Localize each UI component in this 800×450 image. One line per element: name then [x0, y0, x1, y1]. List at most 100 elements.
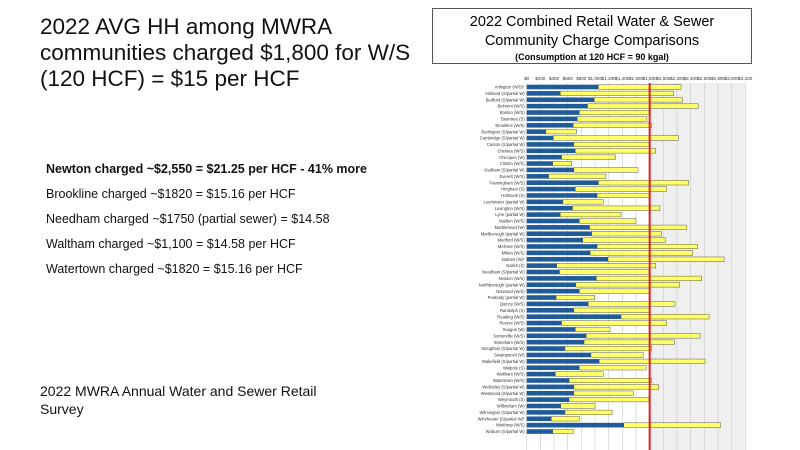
category-label: Hingham (S) — [501, 187, 525, 192]
x-tick-label: $600 — [563, 76, 574, 81]
category-label: Waltham (W/S) — [496, 372, 525, 377]
bar-segment-first — [526, 346, 565, 351]
category-label: Wilbraham (W) — [497, 404, 526, 409]
bar-segment-first — [526, 250, 591, 256]
bar-segment-first — [526, 288, 580, 294]
bar-segment-second — [579, 218, 637, 224]
bar-segment-first — [526, 205, 573, 211]
category-label: Melrose (W/S) — [498, 244, 525, 249]
bar-segment-second — [573, 384, 659, 390]
bar-segment-first — [526, 263, 557, 268]
bar-segment-second — [596, 192, 650, 198]
bar-segment-first — [526, 97, 595, 103]
x-tick-label: $800 — [576, 76, 587, 81]
category-label: Medford (W/S) — [497, 238, 525, 243]
category-label: Nahant (W)* — [502, 257, 525, 262]
x-tick-label: $3,200 — [738, 76, 752, 81]
x-tick-label: $1,000 — [588, 76, 602, 81]
category-label: Westwood (S/partial W) — [481, 391, 526, 396]
bar-segment-second — [552, 161, 572, 167]
bar-segment-second — [579, 288, 651, 294]
slide-title: 2022 AVG HH among MWRA communities charg… — [40, 14, 411, 91]
bar-segment-second — [598, 180, 689, 186]
bar-segment-second — [568, 397, 650, 403]
category-label: Marblehead (W) — [495, 225, 526, 230]
category-label: Weymouth (S) — [498, 397, 525, 402]
bar-segment-first — [526, 148, 576, 154]
category-label: Randolph (S) — [500, 308, 525, 313]
category-label: Somerville (W/S) — [493, 333, 525, 338]
bar-segment-second — [589, 224, 687, 230]
category-label: Canton (S/partial W) — [487, 142, 526, 147]
bar-segment-second — [559, 212, 622, 218]
bar-segment-first — [526, 193, 598, 198]
category-label: Stoneham (W/S) — [494, 340, 526, 345]
bar-segment-first — [526, 371, 556, 377]
bar-segment-second — [577, 116, 648, 122]
bar-segment-first — [526, 237, 583, 243]
bar-segment-second — [607, 256, 725, 262]
category-label: Framingham (W/S) — [489, 180, 525, 185]
bar-segment-first — [526, 116, 578, 122]
bar-segment-second — [575, 148, 657, 154]
category-label: Lynn (partial W) — [495, 212, 525, 217]
bar-segment-second — [575, 326, 611, 332]
bar-segment-second — [598, 84, 682, 90]
bar-segment-first — [526, 390, 574, 396]
bar-segment-second — [555, 295, 595, 301]
x-tick-label: $0 — [524, 76, 530, 81]
category-label: Chicopee (W) — [499, 155, 525, 160]
category-label: Brookline (W/S) — [495, 123, 525, 128]
category-label: Leominster (partial W) — [483, 199, 525, 204]
bar-segment-first — [526, 410, 565, 415]
bar-segment-second — [587, 103, 699, 109]
bar-segment-first — [526, 174, 549, 179]
bar-segment-second — [579, 365, 647, 371]
bar-segment-first — [526, 397, 570, 402]
category-label: Peabody (partial W) — [488, 295, 526, 300]
category-label: Needham (S/partial W) — [482, 270, 525, 275]
bar-segment-second — [572, 122, 652, 128]
bar-segment-first — [526, 103, 588, 109]
bar-segment-second — [545, 129, 577, 135]
bullet-waltham: Waltham charged ~$1,100 = $14.58 per HCF — [46, 237, 296, 251]
bar-segment-first — [526, 276, 597, 281]
category-label: Swampscott (W) — [494, 353, 525, 358]
category-label: Norwood (W/S) — [496, 289, 525, 294]
bar-segment-second — [564, 346, 652, 352]
bar-segment-second — [551, 416, 580, 422]
bar-segment-second — [561, 320, 667, 326]
bar-segment-first — [526, 122, 574, 128]
category-label: Milton (W/S) — [502, 250, 526, 255]
bar-segment-first — [526, 359, 600, 364]
x-tick-label: $1,600 — [629, 76, 643, 81]
bar-segment-second — [582, 237, 666, 243]
bar-segment-second — [573, 167, 639, 173]
bar-segment-first — [526, 422, 624, 428]
bar-segment-second — [556, 263, 657, 269]
category-label: Wellesley (S/partial W) — [482, 384, 525, 389]
bar-segment-first — [526, 416, 552, 422]
bar-segment-second — [573, 390, 634, 396]
bar-segment-second — [555, 371, 604, 377]
category-label: Reading (W/S) — [497, 314, 525, 319]
bar-segment-second — [568, 377, 652, 383]
bar-segment-first — [526, 186, 576, 192]
category-label: Arlington (W/S)* — [495, 85, 525, 90]
x-tick-label: $400 — [549, 76, 560, 81]
chart-title-box: 2022 Combined Retail Water & Sewer Commu… — [432, 8, 752, 64]
category-label: Clinton (W/S) — [500, 161, 526, 166]
bar-segment-second — [591, 231, 662, 237]
bar-segment-first — [526, 129, 546, 134]
category-label: Winthrop (W/S) — [496, 423, 525, 428]
bar-segment-second — [585, 333, 701, 339]
bar-segment-first — [526, 84, 599, 90]
category-label: Boston (W/S) — [500, 110, 526, 115]
bar-segment-first — [526, 218, 580, 224]
bar-segment-first — [526, 365, 580, 371]
category-label: Revere (W/S) — [499, 321, 525, 326]
category-label: Ashland (S/partial W) — [485, 91, 525, 96]
bullet-needham: Needham charged ~$1750 (partial sewer) =… — [46, 212, 330, 226]
category-label: Everett (W/S) — [500, 174, 526, 179]
